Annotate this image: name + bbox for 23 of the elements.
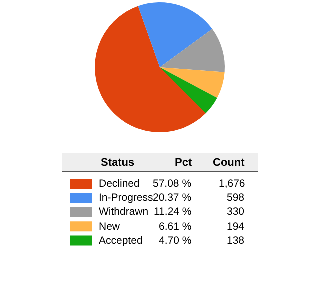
pie-slice: [160, 68, 218, 114]
text: 138: [227, 235, 245, 247]
legend-label: Withdrawn: [99, 206, 149, 218]
data-label: 11.24 %: [154, 206, 192, 218]
pie-slice: [138, 2, 212, 68]
data-label: 20.37 %: [153, 192, 192, 204]
pie-slice: [95, 6, 206, 132]
legend-label: Declined: [99, 178, 140, 190]
legend-label: In-Progress: [99, 192, 154, 204]
text: Count: [213, 157, 246, 169]
pie-slice: [160, 29, 225, 72]
text: 194: [227, 221, 245, 233]
data-label: 57.08 %: [153, 178, 192, 190]
legend-label: Accepted: [99, 235, 143, 247]
legend-label: New: [99, 221, 120, 233]
text: 330: [227, 206, 245, 218]
text: Pct: [175, 157, 192, 169]
text: 1,676: [219, 178, 246, 190]
text: 598: [227, 192, 245, 204]
data-label: 4.70 %: [159, 235, 192, 247]
legend-title: Status: [101, 157, 135, 169]
data-label: 6.61 %: [159, 221, 192, 233]
pie-slice: [160, 68, 225, 98]
